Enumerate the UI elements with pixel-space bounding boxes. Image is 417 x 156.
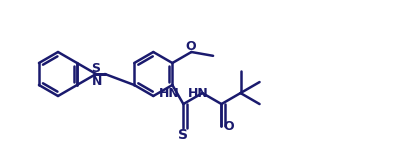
Text: O: O — [223, 119, 234, 133]
Text: S: S — [92, 61, 100, 75]
Text: N: N — [92, 75, 102, 88]
Text: HN: HN — [158, 87, 179, 100]
Text: O: O — [185, 41, 196, 54]
Text: HN: HN — [188, 87, 208, 100]
Text: S: S — [178, 128, 188, 142]
